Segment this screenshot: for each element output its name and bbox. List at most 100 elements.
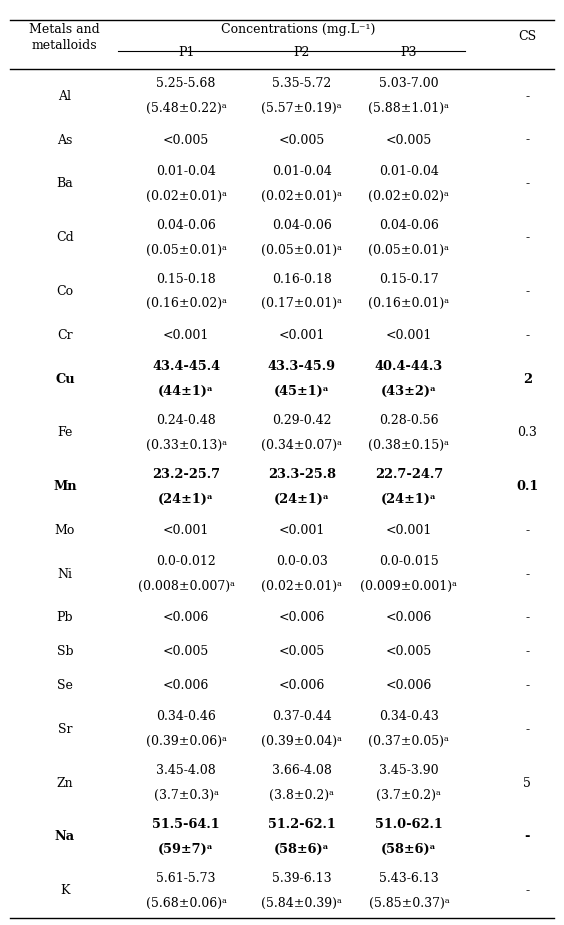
Text: (5.88±1.01)ᵃ: (5.88±1.01)ᵃ — [368, 102, 450, 115]
Text: <0.001: <0.001 — [386, 524, 432, 536]
Text: 0.0-0.015: 0.0-0.015 — [379, 555, 439, 568]
Text: (45±1)ᵃ: (45±1)ᵃ — [274, 385, 329, 398]
Text: 0.37-0.44: 0.37-0.44 — [272, 710, 332, 723]
Text: (0.37±0.05)ᵃ: (0.37±0.05)ᵃ — [368, 735, 450, 748]
Text: (5.84±0.39)ᵃ: (5.84±0.39)ᵃ — [261, 896, 342, 909]
Text: <0.001: <0.001 — [163, 328, 209, 341]
Text: 5.03-7.00: 5.03-7.00 — [379, 78, 439, 91]
Text: (0.39±0.04)ᵃ: (0.39±0.04)ᵃ — [261, 735, 342, 748]
Text: (0.38±0.15)ᵃ: (0.38±0.15)ᵃ — [368, 438, 450, 451]
Text: Sb: Sb — [56, 646, 73, 659]
Text: Zn: Zn — [56, 777, 73, 790]
Text: 43.3-45.9: 43.3-45.9 — [268, 360, 336, 373]
Text: Fe: Fe — [57, 426, 73, 439]
Text: CS: CS — [518, 30, 536, 43]
Text: Na: Na — [55, 831, 75, 844]
Text: (3.8±0.2)ᵃ: (3.8±0.2)ᵃ — [269, 789, 334, 802]
Text: (0.02±0.01)ᵃ: (0.02±0.01)ᵃ — [146, 190, 227, 203]
Text: 5.25-5.68: 5.25-5.68 — [156, 78, 216, 91]
Text: 0.29-0.42: 0.29-0.42 — [272, 414, 332, 427]
Text: 0.01-0.04: 0.01-0.04 — [272, 165, 332, 178]
Text: 23.2-25.7: 23.2-25.7 — [152, 468, 220, 481]
Text: 51.2-62.1: 51.2-62.1 — [268, 818, 336, 831]
Text: Al: Al — [58, 90, 72, 103]
Text: <0.005: <0.005 — [279, 133, 325, 146]
Text: <0.001: <0.001 — [386, 328, 432, 341]
Text: 3.45-4.08: 3.45-4.08 — [156, 764, 216, 777]
Text: Mn: Mn — [53, 480, 77, 493]
Text: 0.04-0.06: 0.04-0.06 — [379, 219, 439, 232]
Text: -: - — [525, 722, 530, 735]
Text: 23.3-25.8: 23.3-25.8 — [268, 468, 336, 481]
Text: P1: P1 — [178, 46, 195, 59]
Text: 5.39-6.13: 5.39-6.13 — [272, 872, 332, 885]
Text: 0.16-0.18: 0.16-0.18 — [272, 273, 332, 286]
Text: -: - — [525, 679, 530, 692]
Text: Sr: Sr — [58, 722, 72, 735]
Text: <0.001: <0.001 — [279, 328, 325, 341]
Text: -: - — [525, 884, 530, 897]
Text: P2: P2 — [293, 46, 310, 59]
Text: (24±1)ᵃ: (24±1)ᵃ — [381, 492, 437, 505]
Text: (0.05±0.01)ᵃ: (0.05±0.01)ᵃ — [261, 243, 342, 256]
Text: -: - — [525, 524, 530, 536]
Text: -: - — [525, 568, 530, 581]
Text: 0.28-0.56: 0.28-0.56 — [379, 414, 439, 427]
Text: 0.24-0.48: 0.24-0.48 — [156, 414, 216, 427]
Text: (0.05±0.01)ᵃ: (0.05±0.01)ᵃ — [368, 243, 450, 256]
Text: <0.001: <0.001 — [163, 524, 209, 536]
Text: 5.61-5.73: 5.61-5.73 — [156, 872, 216, 885]
Text: 5.43-6.13: 5.43-6.13 — [379, 872, 439, 885]
Text: 0.01-0.04: 0.01-0.04 — [156, 165, 216, 178]
Text: 22.7-24.7: 22.7-24.7 — [374, 468, 443, 481]
Text: (0.009±0.001)ᵃ: (0.009±0.001)ᵃ — [360, 580, 457, 593]
Text: (58±6)ᵃ: (58±6)ᵃ — [274, 843, 329, 856]
Text: -: - — [525, 285, 530, 298]
Text: <0.001: <0.001 — [279, 524, 325, 536]
Text: <0.005: <0.005 — [163, 646, 209, 659]
Text: Se: Se — [57, 679, 73, 692]
Text: P3: P3 — [400, 46, 417, 59]
Text: -: - — [525, 178, 530, 191]
Text: 0.15-0.18: 0.15-0.18 — [156, 273, 216, 286]
Text: Cd: Cd — [56, 231, 74, 244]
Text: (0.16±0.01)ᵃ: (0.16±0.01)ᵃ — [368, 297, 450, 310]
Text: (5.85±0.37)ᵃ: (5.85±0.37)ᵃ — [368, 896, 450, 909]
Text: (3.7±0.2)ᵃ: (3.7±0.2)ᵃ — [376, 789, 442, 802]
Text: (59±7)ᵃ: (59±7)ᵃ — [158, 843, 214, 856]
Text: 2: 2 — [523, 373, 532, 386]
Text: (3.7±0.3)ᵃ: (3.7±0.3)ᵃ — [153, 789, 219, 802]
Text: -: - — [525, 231, 530, 244]
Text: (0.16±0.02)ᵃ: (0.16±0.02)ᵃ — [146, 297, 227, 310]
Text: metalloids: metalloids — [32, 39, 98, 52]
Text: (5.68±0.06)ᵃ: (5.68±0.06)ᵃ — [146, 896, 227, 909]
Text: <0.006: <0.006 — [163, 679, 209, 692]
Text: (0.02±0.01)ᵃ: (0.02±0.01)ᵃ — [261, 580, 342, 593]
Text: K: K — [60, 884, 69, 897]
Text: <0.005: <0.005 — [163, 133, 209, 146]
Text: 0.01-0.04: 0.01-0.04 — [379, 165, 439, 178]
Text: 51.5-64.1: 51.5-64.1 — [152, 818, 220, 831]
Text: -: - — [525, 611, 530, 624]
Text: (0.39±0.06)ᵃ: (0.39±0.06)ᵃ — [146, 735, 227, 748]
Text: As: As — [57, 133, 73, 146]
Text: Mo: Mo — [55, 524, 75, 536]
Text: Pb: Pb — [56, 611, 73, 624]
Text: 40.4-44.3: 40.4-44.3 — [374, 360, 443, 373]
Text: 5.35-5.72: 5.35-5.72 — [272, 78, 332, 91]
Text: -: - — [525, 646, 530, 659]
Text: (44±1)ᵃ: (44±1)ᵃ — [158, 385, 214, 398]
Text: 0.0-0.012: 0.0-0.012 — [156, 555, 216, 568]
Text: (24±1)ᵃ: (24±1)ᵃ — [274, 492, 330, 505]
Text: -: - — [525, 831, 530, 844]
Text: (5.48±0.22)ᵃ: (5.48±0.22)ᵃ — [146, 102, 227, 115]
Text: 43.4-45.4: 43.4-45.4 — [152, 360, 220, 373]
Text: (5.57±0.19)ᵃ: (5.57±0.19)ᵃ — [262, 102, 342, 115]
Text: <0.006: <0.006 — [386, 679, 432, 692]
Text: (58±6)ᵃ: (58±6)ᵃ — [381, 843, 437, 856]
Text: <0.006: <0.006 — [279, 679, 325, 692]
Text: 51.0-62.1: 51.0-62.1 — [375, 818, 443, 831]
Text: 0.34-0.43: 0.34-0.43 — [379, 710, 439, 723]
Text: 0.3: 0.3 — [517, 426, 537, 439]
Text: 3.45-3.90: 3.45-3.90 — [379, 764, 439, 777]
